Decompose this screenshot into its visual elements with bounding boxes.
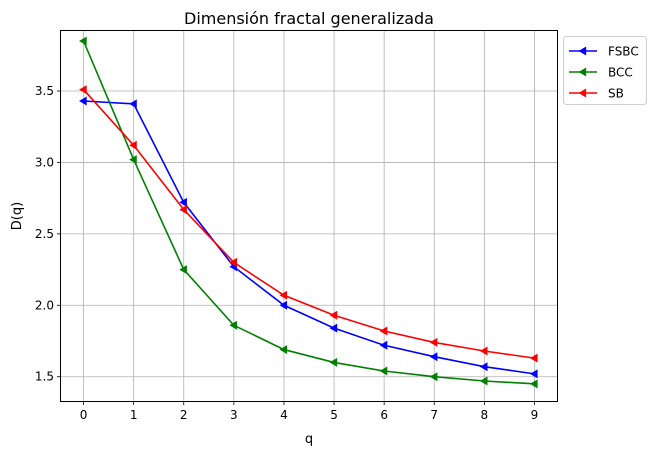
data-point bbox=[479, 376, 488, 386]
data-point bbox=[79, 85, 87, 95]
data-point bbox=[329, 357, 338, 367]
data-point bbox=[229, 320, 237, 330]
series-layer bbox=[79, 36, 538, 389]
series-line bbox=[83, 100, 535, 375]
data-point bbox=[329, 323, 338, 333]
series-sb bbox=[79, 85, 538, 363]
legend-marker bbox=[578, 88, 587, 98]
data-point bbox=[379, 366, 388, 376]
data-point bbox=[429, 352, 438, 362]
data-point bbox=[429, 337, 438, 347]
data-point bbox=[179, 197, 187, 207]
data-point bbox=[279, 300, 288, 310]
data-point bbox=[129, 99, 137, 109]
series-line bbox=[82, 40, 535, 385]
x-tick-label: 4 bbox=[280, 408, 288, 422]
data-point bbox=[429, 372, 438, 382]
data-point bbox=[179, 205, 187, 215]
x-tick-label: 3 bbox=[230, 408, 238, 422]
x-axis-ticks: 0 1 2 3 4 5 6 7 8 9 bbox=[80, 401, 539, 422]
data-point bbox=[329, 310, 338, 320]
data-point bbox=[529, 369, 538, 379]
data-point bbox=[529, 379, 538, 389]
data-point bbox=[229, 257, 237, 267]
x-axis-label: q bbox=[305, 432, 313, 447]
legend-label: SB bbox=[608, 87, 624, 101]
grid bbox=[61, 31, 557, 401]
x-tick-label: 5 bbox=[330, 408, 338, 422]
legend-marker bbox=[578, 67, 587, 77]
x-tick-label: 0 bbox=[80, 408, 88, 422]
chart-title: Dimensión fractal generalizada bbox=[184, 9, 434, 28]
data-point bbox=[529, 353, 538, 363]
data-point bbox=[129, 155, 137, 165]
legend-label: FSBC bbox=[608, 45, 639, 59]
data-point bbox=[479, 346, 488, 356]
y-axis-ticks: 1.5 2.0 2.5 3.0 3.5 bbox=[35, 84, 61, 384]
x-tick-label: 9 bbox=[531, 408, 539, 422]
plot-frame bbox=[60, 30, 558, 402]
legend: FSBC BCC SB bbox=[563, 36, 647, 105]
x-tick-label: 6 bbox=[380, 408, 388, 422]
data-point bbox=[79, 96, 87, 106]
data-point bbox=[379, 340, 388, 350]
y-tick-label: 2.0 bbox=[35, 298, 54, 312]
x-tick-label: 7 bbox=[430, 408, 438, 422]
data-point bbox=[479, 362, 488, 372]
y-tick-label: 3.5 bbox=[35, 84, 54, 98]
y-tick-label: 3.0 bbox=[35, 155, 54, 169]
series-fsbc bbox=[79, 96, 538, 379]
x-tick-label: 1 bbox=[130, 408, 138, 422]
data-point bbox=[279, 290, 288, 300]
series-line bbox=[82, 89, 535, 359]
series-bcc bbox=[79, 36, 538, 389]
legend-marker bbox=[578, 46, 587, 56]
x-tick-label: 8 bbox=[481, 408, 489, 422]
legend-label: BCC bbox=[608, 66, 633, 80]
data-point bbox=[179, 265, 187, 275]
y-axis-label: D(q) bbox=[10, 202, 25, 230]
x-tick-label: 2 bbox=[180, 408, 188, 422]
data-point bbox=[379, 326, 388, 336]
data-point bbox=[79, 36, 87, 46]
y-tick-label: 1.5 bbox=[35, 370, 54, 384]
y-tick-label: 2.5 bbox=[35, 227, 54, 241]
data-point bbox=[279, 345, 288, 355]
data-point bbox=[129, 140, 137, 150]
